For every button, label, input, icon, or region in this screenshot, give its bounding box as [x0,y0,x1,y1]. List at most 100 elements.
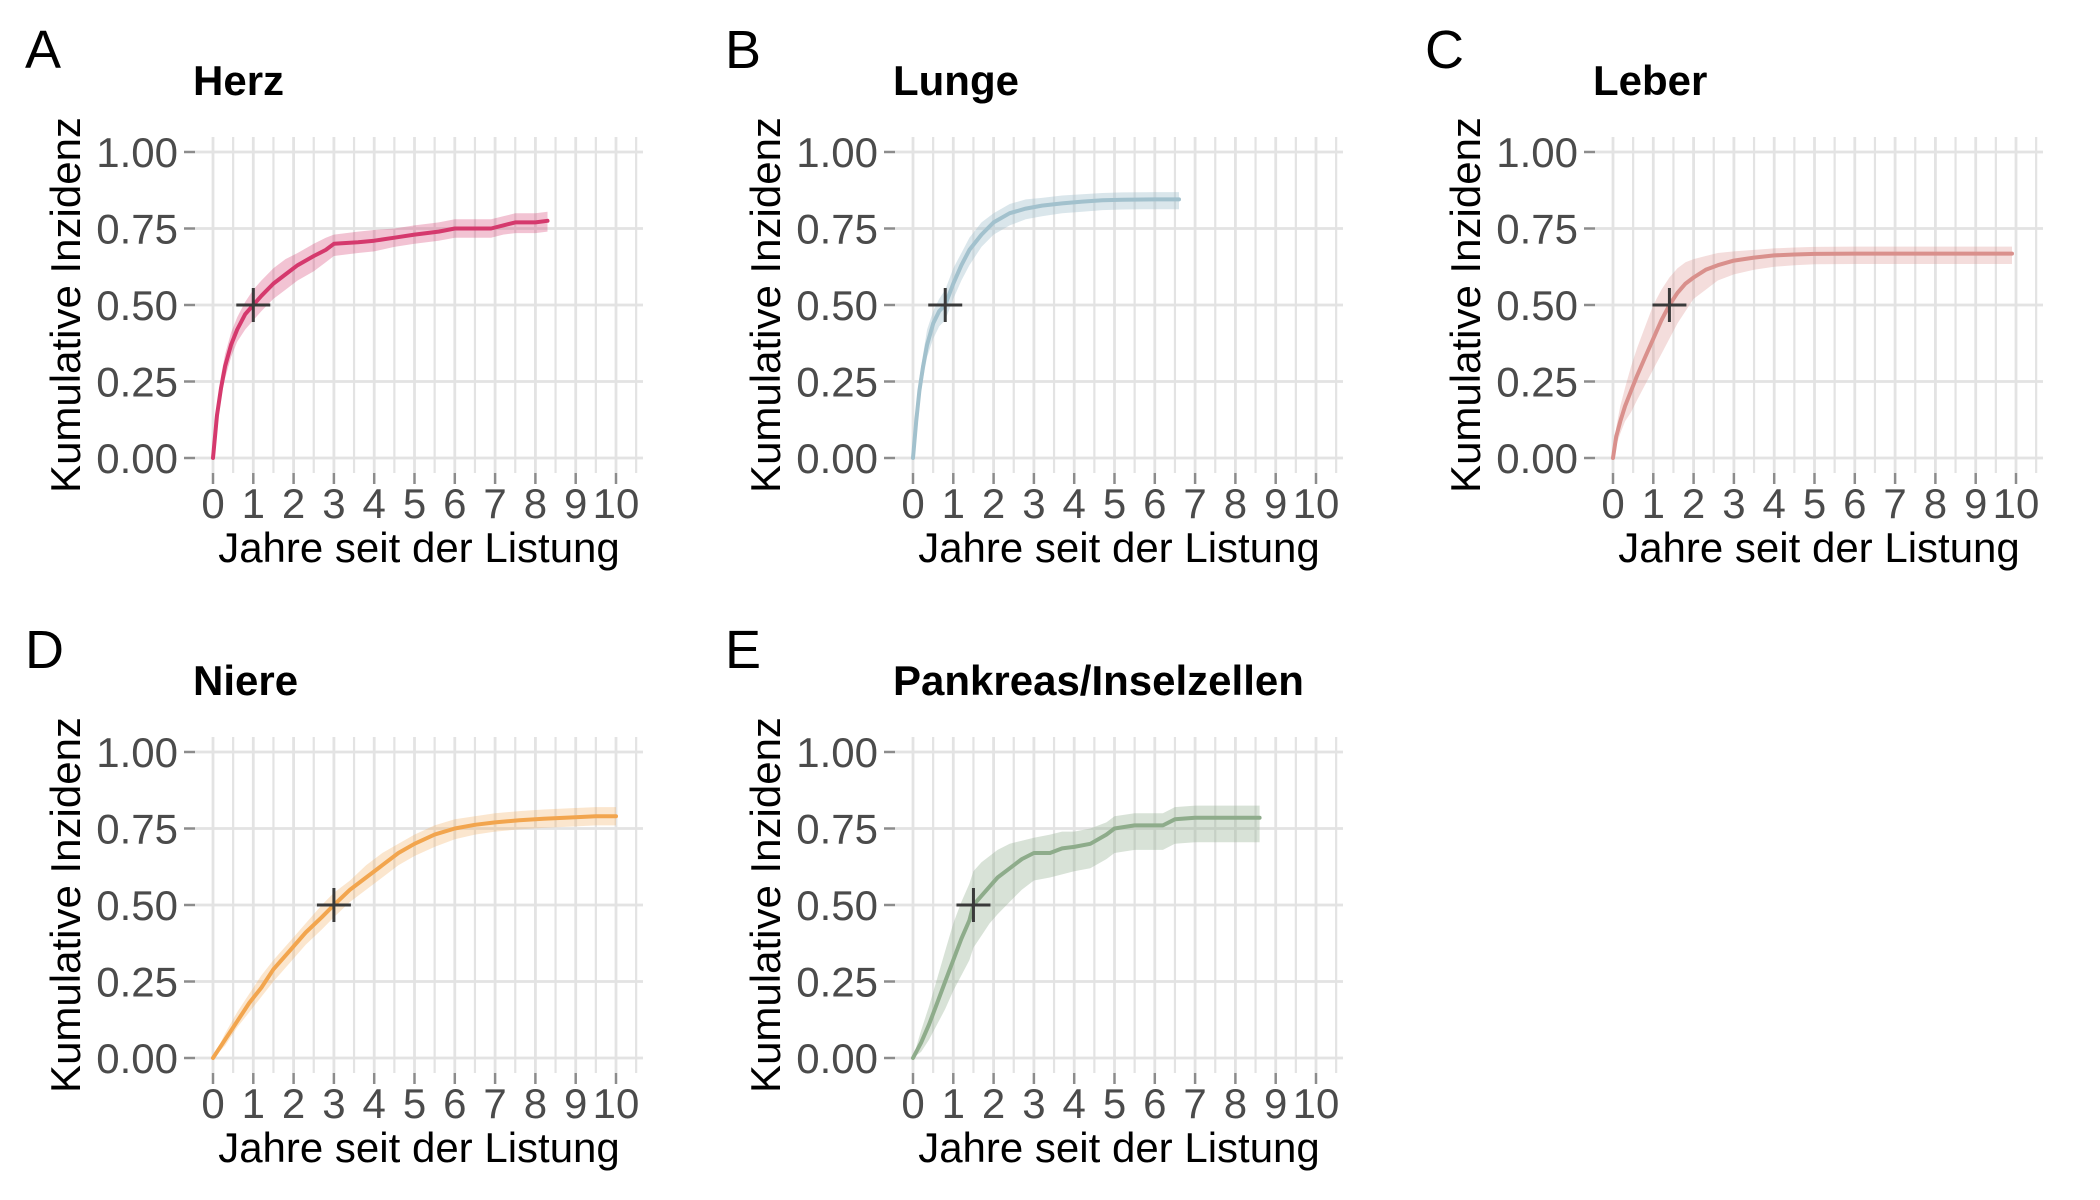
x-tick-label: 2 [982,480,1005,527]
y-tick-label: 0.00 [96,435,178,482]
y-tick-label: 0.75 [96,206,178,253]
x-tick-label: 9 [1264,480,1287,527]
x-tick-label: 4 [363,480,386,527]
x-tick-label: 8 [1224,1080,1247,1127]
incidence-curve [911,815,1262,1060]
y-tick-label: 0.00 [796,1035,878,1082]
x-tick-label: 9 [1964,480,1987,527]
plot-area-leber: 0 1 2 3 4 5 6 7 8 9 10 0.00 0.25 0.50 0.75 1.00 [1496,129,2043,527]
panel-niere: D Niere Kumulative Inzidenz Jahre seit d… [25,620,643,1171]
y-tick-label: 0.25 [796,359,878,406]
y-axis-label: Kumulative Inzidenz [742,717,789,1093]
incidence-curve [911,197,1181,460]
x-tick-label: 5 [403,480,426,527]
x-tick-label: 8 [1924,480,1947,527]
panel-letter-c: C [1425,20,1464,80]
y-tick-label: 0.75 [1496,206,1578,253]
x-tick-label: 1 [942,1080,965,1127]
x-axis-label: Jahre seit der Listung [218,1124,620,1171]
panel-letter-d: D [25,620,64,680]
y-tick-label: 0.50 [96,282,178,329]
panel-herz: A Herz Kumulative Inzidenz Jahre seit de… [25,20,643,571]
x-tick-label: 3 [1722,480,1745,527]
plot-area-herz: 0 1 2 3 4 5 6 7 8 9 10 0.00 0.25 0.50 0.75 1.00 [96,129,643,527]
x-tick-label: 7 [1883,480,1906,527]
x-tick-label: 9 [564,480,587,527]
panel-letter-e: E [725,620,761,680]
panel-leber: C Leber Kumulative Inzidenz Jahre seit d… [1425,20,2043,571]
plot-area-niere: 0 1 2 3 4 5 6 7 8 9 10 0.00 0.25 0.50 0.75 1.00 [96,729,643,1127]
x-tick-label: 0 [901,480,924,527]
x-tick-label: 4 [1763,480,1786,527]
x-tick-label: 4 [363,1080,386,1127]
y-axis-label: Kumulative Inzidenz [42,117,89,493]
x-tick-label: 2 [282,1080,305,1127]
x-tick-label: 6 [1843,480,1866,527]
y-tick-label: 1.00 [96,129,178,176]
x-tick-label: 4 [1063,1080,1086,1127]
x-tick-label: 0 [901,1080,924,1127]
x-tick-label: 8 [524,1080,547,1127]
x-tick-label: 0 [1601,480,1624,527]
y-tick-label: 0.50 [96,882,178,929]
panel-title-niere: Niere [193,657,298,704]
x-tick-label: 0 [201,480,224,527]
x-tick-label: 6 [1143,1080,1166,1127]
x-tick-label: 5 [1103,1080,1126,1127]
y-axis-label: Kumulative Inzidenz [1442,117,1489,493]
x-tick-label: 8 [524,480,547,527]
x-tick-label: 1 [942,480,965,527]
x-tick-label: 0 [201,1080,224,1127]
y-tick-label: 1.00 [96,729,178,776]
x-tick-label: 7 [483,480,506,527]
incidence-curve [211,218,550,460]
y-axis-label: Kumulative Inzidenz [42,717,89,1093]
x-tick-label: 3 [322,480,345,527]
plot-area-lunge: 0 1 2 3 4 5 6 7 8 9 10 0.00 0.25 0.50 0.75 1.00 [796,129,1343,527]
panel-title-lunge: Lunge [893,57,1019,104]
x-tick-label: 1 [1642,480,1665,527]
x-tick-label: 10 [1993,480,2040,527]
x-tick-label: 8 [1224,480,1247,527]
y-tick-label: 0.00 [796,435,878,482]
x-tick-label: 2 [282,480,305,527]
x-tick-label: 6 [443,1080,466,1127]
x-tick-label: 5 [403,1080,426,1127]
y-tick-label: 0.50 [796,882,878,929]
plot-area-pankreas: 0 1 2 3 4 5 6 7 8 9 10 0.00 0.25 0.50 0.75 1.00 [796,729,1343,1127]
y-tick-label: 0.25 [96,959,178,1006]
x-tick-label: 1 [242,480,265,527]
y-tick-label: 0.50 [796,282,878,329]
x-tick-label: 3 [1022,1080,1045,1127]
x-tick-label: 7 [1183,480,1206,527]
y-tick-label: 1.00 [796,729,878,776]
x-tick-label: 9 [1264,1080,1287,1127]
x-tick-label: 10 [1293,1080,1340,1127]
incidence-curve [1611,251,2014,460]
x-tick-label: 6 [1143,480,1166,527]
x-tick-label: 10 [593,1080,640,1127]
x-tick-label: 2 [1682,480,1705,527]
x-tick-label: 9 [564,1080,587,1127]
panel-lunge: B Lunge Kumulative Inzidenz Jahre seit d… [725,20,1343,571]
x-axis-label: Jahre seit der Listung [1618,524,2020,571]
y-tick-label: 0.25 [96,359,178,406]
x-axis-label: Jahre seit der Listung [918,1124,1320,1171]
confidence-band [913,805,1260,1058]
x-tick-label: 2 [982,1080,1005,1127]
y-tick-label: 0.00 [96,1035,178,1082]
confidence-band [213,211,548,458]
x-tick-label: 4 [1063,480,1086,527]
y-tick-label: 0.75 [796,806,878,853]
panel-letter-b: B [725,20,761,80]
x-tick-label: 10 [593,480,640,527]
x-tick-label: 7 [483,1080,506,1127]
x-tick-label: 7 [1183,1080,1206,1127]
incidence-curve [211,814,618,1060]
empty-cell [1400,600,2100,1200]
x-axis-label: Jahre seit der Listung [218,524,620,571]
y-tick-label: 0.25 [796,959,878,1006]
y-axis-label: Kumulative Inzidenz [742,117,789,493]
panel-title-pankreas: Pankreas/Inselzellen [893,657,1304,704]
